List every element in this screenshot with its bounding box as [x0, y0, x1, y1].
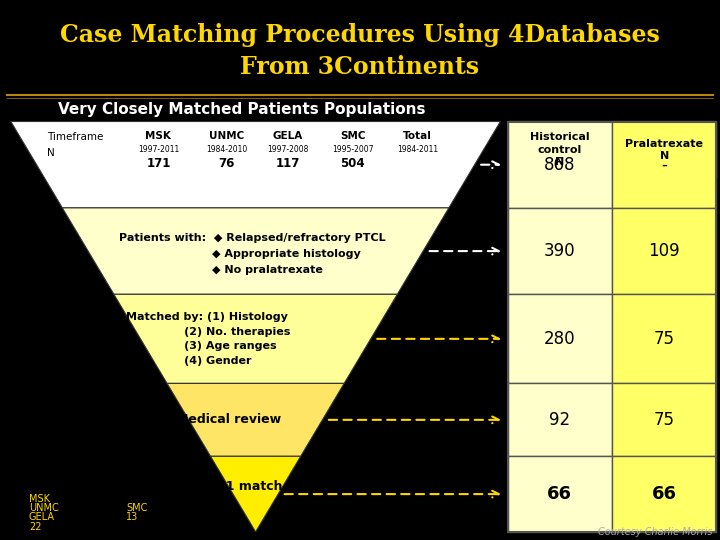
- Bar: [508, 122, 612, 208]
- Bar: [612, 294, 716, 383]
- Text: 92: 92: [549, 411, 570, 429]
- Text: 13: 13: [126, 512, 138, 523]
- Text: 66: 66: [547, 485, 572, 503]
- Polygon shape: [114, 294, 397, 383]
- Text: SMC: SMC: [340, 131, 366, 141]
- Text: UNMC: UNMC: [29, 503, 58, 514]
- Text: 504: 504: [341, 157, 365, 170]
- Polygon shape: [210, 456, 301, 532]
- Bar: [508, 294, 612, 383]
- Bar: [612, 208, 716, 294]
- Text: Very Closely Matched Patients Populations: Very Closely Matched Patients Population…: [58, 102, 425, 117]
- Text: 66: 66: [652, 485, 677, 503]
- Text: ◆ No pralatrexate: ◆ No pralatrexate: [119, 265, 323, 275]
- Text: (2) No. therapies: (2) No. therapies: [126, 327, 290, 337]
- Text: 390: 390: [544, 242, 575, 260]
- Text: (4) Gender: (4) Gender: [126, 356, 251, 366]
- Polygon shape: [11, 122, 500, 208]
- Text: N: N: [47, 148, 55, 159]
- Text: Matched by: (1) Histology: Matched by: (1) Histology: [126, 312, 288, 322]
- Text: 868: 868: [544, 156, 575, 174]
- Bar: [508, 208, 612, 294]
- Text: From 3Continents: From 3Continents: [240, 56, 480, 79]
- Text: 117: 117: [276, 157, 300, 170]
- Bar: [508, 122, 612, 178]
- Text: (3) Age ranges: (3) Age ranges: [126, 341, 276, 352]
- Text: -: -: [661, 156, 667, 174]
- Text: Patients with:  ◆ Relapsed/refractory PTCL: Patients with: ◆ Relapsed/refractory PTC…: [119, 233, 385, 242]
- Text: 22: 22: [29, 522, 41, 532]
- Text: Case Matching Procedures Using 4Databases: Case Matching Procedures Using 4Database…: [60, 23, 660, 47]
- Text: 171: 171: [146, 157, 171, 170]
- Text: 75: 75: [654, 330, 675, 348]
- Bar: [508, 122, 716, 532]
- Text: GELA: GELA: [273, 131, 303, 141]
- Bar: [612, 122, 716, 178]
- Text: Medical review: Medical review: [176, 413, 282, 427]
- Text: SMC: SMC: [126, 503, 148, 514]
- Text: 1995-2007: 1995-2007: [332, 145, 374, 154]
- Text: Pralatrexate
N: Pralatrexate N: [625, 139, 703, 161]
- Text: Timeframe: Timeframe: [47, 132, 103, 143]
- Text: 1997-2008: 1997-2008: [267, 145, 309, 154]
- Bar: [508, 383, 612, 456]
- Text: 75: 75: [654, 411, 675, 429]
- Bar: [612, 456, 716, 532]
- Text: 1:1 match: 1:1 match: [212, 480, 283, 492]
- Bar: [612, 383, 716, 456]
- Text: MSK: MSK: [29, 494, 50, 504]
- Text: GELA: GELA: [29, 512, 55, 523]
- Text: 1997-2011: 1997-2011: [138, 145, 179, 154]
- Text: 76: 76: [219, 157, 235, 170]
- Polygon shape: [167, 383, 344, 456]
- Polygon shape: [63, 208, 449, 294]
- Text: Courtesy Charlie Morris: Courtesy Charlie Morris: [598, 527, 713, 537]
- Text: 1984-2010: 1984-2010: [206, 145, 248, 154]
- Text: ◆ Appropriate histology: ◆ Appropriate histology: [119, 249, 361, 259]
- Text: UNMC: UNMC: [210, 131, 244, 141]
- Text: 1984-2011: 1984-2011: [397, 145, 438, 154]
- Text: 109: 109: [649, 242, 680, 260]
- Text: MSK: MSK: [145, 131, 171, 141]
- Text: Historical
control
N: Historical control N: [530, 132, 590, 167]
- Bar: [508, 456, 612, 532]
- Text: 280: 280: [544, 330, 575, 348]
- Bar: [612, 122, 716, 208]
- Text: Total: Total: [403, 131, 432, 141]
